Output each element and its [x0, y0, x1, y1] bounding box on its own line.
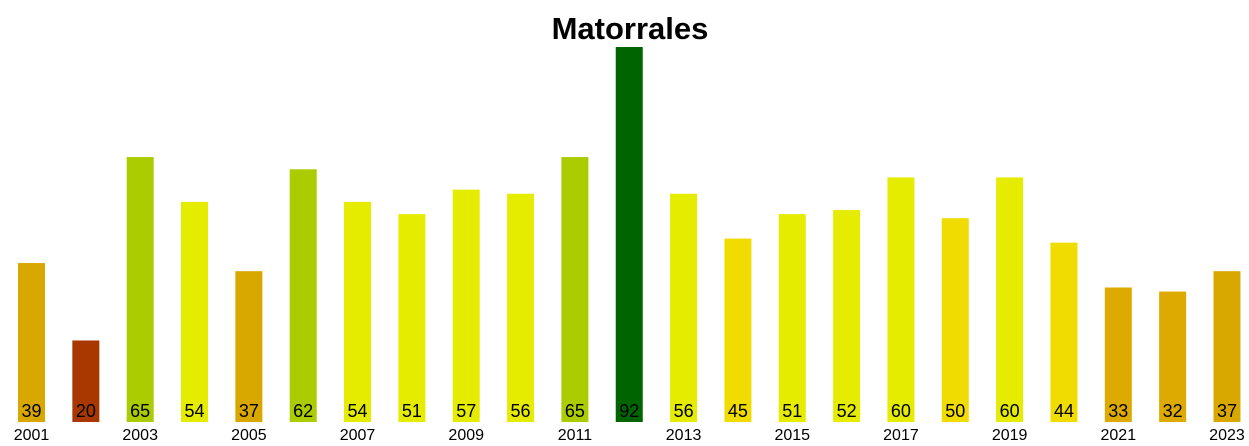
value-label: 51: [782, 401, 802, 421]
bar: [1159, 291, 1187, 422]
x-tick-label: 2019: [992, 427, 1028, 444]
value-label: 45: [728, 401, 748, 421]
value-label: 51: [402, 401, 422, 421]
value-label: 37: [1217, 401, 1237, 421]
bar: [344, 201, 372, 422]
bar: [126, 157, 154, 422]
bar: [181, 201, 209, 422]
bar: [289, 169, 317, 422]
bar: [72, 340, 100, 422]
x-tick-label: 2011: [558, 427, 593, 444]
value-label: 92: [619, 401, 639, 421]
bar: [18, 263, 45, 422]
value-label: 65: [565, 401, 585, 421]
value-label: 37: [239, 401, 259, 421]
x-tick-label: 2015: [774, 427, 810, 444]
value-label: 56: [511, 401, 531, 421]
value-label: 57: [456, 401, 476, 421]
value-label: 60: [891, 401, 911, 421]
bar: [561, 157, 589, 422]
bar: [235, 271, 263, 422]
value-label: 44: [1054, 401, 1074, 421]
x-tick-label: 2001: [14, 427, 50, 444]
bar: [615, 47, 643, 422]
x-tick-label: 2005: [231, 427, 267, 444]
value-label: 50: [945, 401, 965, 421]
value-label: 65: [130, 401, 150, 421]
x-tick-label: 2021: [1101, 427, 1137, 444]
x-tick-label: 2023: [1209, 427, 1245, 444]
bar: [452, 189, 480, 422]
x-tick-label: 2003: [122, 427, 158, 444]
bar: [778, 214, 806, 422]
value-label: 52: [837, 401, 857, 421]
value-label: 32: [1163, 401, 1183, 421]
bar: [941, 218, 969, 422]
x-tick-label: 2017: [883, 427, 919, 444]
bar: [887, 177, 915, 422]
bar: [507, 193, 535, 422]
bar: [724, 238, 752, 422]
bar: [398, 214, 426, 422]
bar: [1104, 287, 1132, 422]
chart-title: Matorrales: [552, 11, 709, 46]
bar: [1050, 242, 1078, 422]
value-label: 54: [185, 401, 205, 421]
value-label: 54: [348, 401, 368, 421]
bar: [833, 210, 861, 422]
value-label: 39: [21, 401, 41, 421]
x-tick-label: 2009: [448, 427, 484, 444]
value-label: 20: [76, 401, 96, 421]
value-label: 62: [293, 401, 313, 421]
value-label: 60: [1000, 401, 1020, 421]
value-label: 33: [1108, 401, 1128, 421]
value-label: 56: [674, 401, 694, 421]
bar: [1213, 271, 1241, 422]
bar: [670, 193, 698, 422]
bar: [996, 177, 1024, 422]
x-tick-label: 2013: [666, 427, 702, 444]
x-tick-label: 2007: [340, 427, 376, 444]
